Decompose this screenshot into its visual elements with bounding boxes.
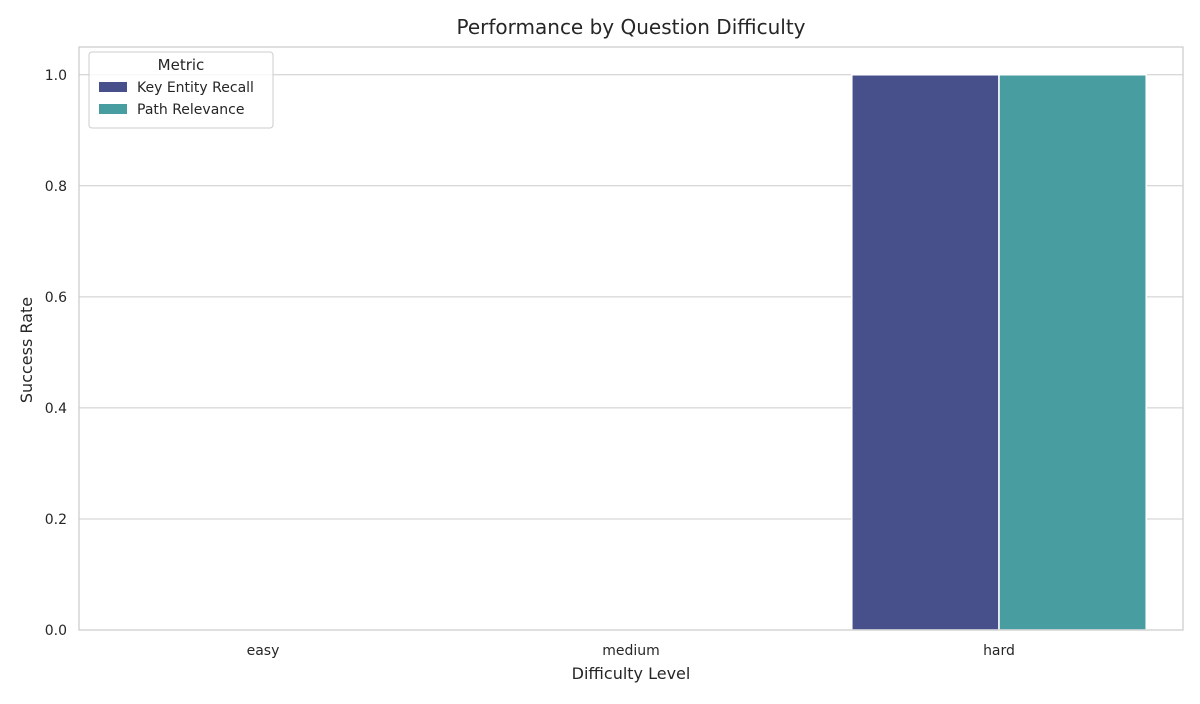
legend-label-0: Key Entity Recall	[137, 80, 254, 96]
legend: Metric Key Entity Recall Path Relevance	[88, 51, 274, 129]
x-tick-label-medium: medium	[602, 643, 660, 659]
legend-items: Key Entity Recall Path Relevance	[99, 80, 254, 118]
legend-swatch-0	[99, 82, 127, 92]
x-tick-label-easy: easy	[247, 643, 280, 659]
legend-box	[88, 51, 274, 129]
y-axis-ticks: 0.0 0.2 0.4 0.6 0.8 1.0	[45, 68, 67, 639]
legend-title: Metric	[158, 56, 205, 74]
y-tick-label: 0.8	[45, 179, 67, 195]
y-tick-label: 0.2	[45, 512, 67, 528]
x-tick-label-hard: hard	[983, 643, 1015, 659]
y-tick-label: 0.6	[45, 290, 67, 306]
chart-title: Performance by Question Difficulty	[457, 15, 806, 39]
y-tick-label: 0.4	[45, 401, 67, 417]
x-axis-label: Difficulty Level	[572, 664, 691, 683]
plot-frame	[78, 46, 1184, 631]
y-axis-label: Success Rate	[17, 297, 36, 403]
bar-hard-1	[998, 74, 1147, 631]
legend-label-1: Path Relevance	[137, 102, 244, 118]
x-axis-ticks: easy medium hard	[247, 643, 1015, 659]
plot-border	[78, 46, 1184, 631]
bars	[851, 74, 1147, 631]
bar-hard-0	[851, 74, 1000, 631]
y-tick-label: 1.0	[45, 68, 67, 84]
legend-swatch-1	[99, 104, 127, 114]
y-tick-label: 0.0	[45, 623, 67, 639]
